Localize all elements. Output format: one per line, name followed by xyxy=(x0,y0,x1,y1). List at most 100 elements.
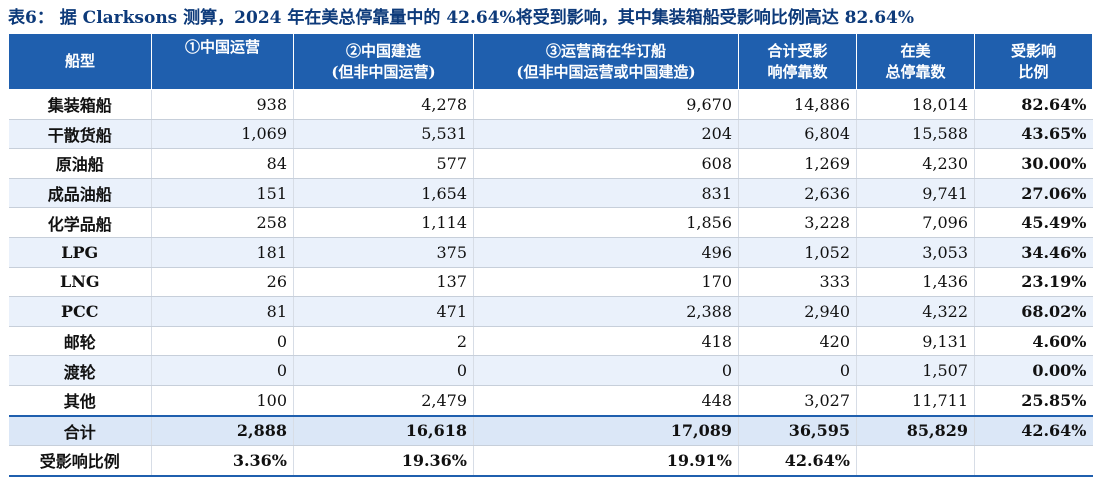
cell-affected-ratio: 34.46% xyxy=(974,237,1093,268)
cell-china-operated: 26 xyxy=(151,267,294,298)
cell-china-operated: 84 xyxy=(151,148,294,179)
header-total-affected: 合计受影 响停靠数 xyxy=(738,33,857,90)
cell-china-operated: 181 xyxy=(151,237,294,268)
cell-ordered-in-china: 1,856 xyxy=(473,207,739,238)
table-row: 化学品船 258 1,114 1,856 3,228 7,096 45.49% xyxy=(8,207,1093,238)
cell-total-affected: 6,804 xyxy=(738,119,857,150)
cell-ship-type: 集装箱船 xyxy=(8,89,152,120)
impact-table: 船型 ①中国运营 ②中国建造 (但非中国运营) ③运营商在华订船 (但非中国运营或中… xyxy=(8,33,1093,477)
cell-china-operated: 100 xyxy=(151,385,294,417)
cell-china-built: 2 xyxy=(293,326,474,357)
cell-china-built: 137 xyxy=(293,267,474,298)
cell-china-built: 577 xyxy=(293,148,474,179)
cell-china-built: 1,654 xyxy=(293,178,474,209)
cell-ordered-in-china: 831 xyxy=(473,178,739,209)
cell-total-affected: 14,886 xyxy=(738,89,857,120)
cell-total-label: 合计 xyxy=(8,414,152,447)
cell-ordered-in-china: 204 xyxy=(473,119,739,150)
cell-ship-type: 成品油船 xyxy=(8,178,152,209)
cell-ordered-in-china: 448 xyxy=(473,385,739,417)
cell-ordered-in-china: 19.91% xyxy=(473,445,739,477)
cell-us-total-calls: 11,711 xyxy=(856,385,975,417)
header-us-total-line1: 在美 xyxy=(900,41,931,60)
cell-ordered-in-china: 418 xyxy=(473,326,739,357)
cell-affected-ratio: 4.60% xyxy=(974,326,1093,357)
table-row: 邮轮 0 2 418 420 9,131 4.60% xyxy=(8,326,1093,357)
cell-affected-ratio: 42.64% xyxy=(974,414,1093,447)
cell-affected-ratio: 82.64% xyxy=(974,89,1093,120)
header-china-built: ②中国建造 (但非中国运营) xyxy=(293,33,474,90)
cell-china-operated: 258 xyxy=(151,207,294,238)
header-us-total-calls: 在美 总停靠数 xyxy=(856,33,975,90)
cell-us-total-calls xyxy=(856,445,975,477)
cell-affected-ratio: 23.19% xyxy=(974,267,1093,298)
cell-ship-type: PCC xyxy=(8,296,152,327)
cell-china-built: 19.36% xyxy=(293,445,474,477)
cell-china-operated: 938 xyxy=(151,89,294,120)
cell-china-operated: 2,888 xyxy=(151,414,294,447)
cell-china-operated: 3.36% xyxy=(151,445,294,477)
cell-total-affected: 420 xyxy=(738,326,857,357)
cell-us-total-calls: 18,014 xyxy=(856,89,975,120)
header-total-affected-line1: 合计受影 xyxy=(767,41,828,60)
cell-ship-type: LPG xyxy=(8,237,152,268)
cell-total-affected: 3,027 xyxy=(738,385,857,417)
cell-ship-type: 化学品船 xyxy=(8,207,152,238)
cell-us-total-calls: 85,829 xyxy=(856,414,975,447)
cell-total-affected: 3,228 xyxy=(738,207,857,238)
cell-affected-ratio: 30.00% xyxy=(974,148,1093,179)
cell-china-built: 2,479 xyxy=(293,385,474,417)
cell-affected-ratio: 68.02% xyxy=(974,296,1093,327)
cell-ship-type: 渡轮 xyxy=(8,355,152,386)
cell-affected-ratio: 45.49% xyxy=(974,207,1093,238)
ratio-row: 受影响比例 3.36% 19.36% 19.91% 42.64% xyxy=(8,445,1093,477)
cell-china-operated: 0 xyxy=(151,326,294,357)
cell-ordered-in-china: 9,670 xyxy=(473,89,739,120)
header-total-affected-line2: 响停靠数 xyxy=(767,62,828,81)
header-ship-type: 船型 xyxy=(8,33,152,90)
cell-china-operated: 1,069 xyxy=(151,119,294,150)
cell-us-total-calls: 9,131 xyxy=(856,326,975,357)
cell-total-affected: 42.64% xyxy=(738,445,857,477)
table-title: 表6： 据 Clarksons 测算，2024 年在美总停靠量中的 42.64%… xyxy=(8,8,915,28)
cell-us-total-calls: 4,322 xyxy=(856,296,975,327)
cell-ship-type: 邮轮 xyxy=(8,326,152,357)
table-row: 其他 100 2,479 448 3,027 11,711 25.85% xyxy=(8,385,1093,417)
cell-total-affected: 2,636 xyxy=(738,178,857,209)
cell-ordered-in-china: 170 xyxy=(473,267,739,298)
table-row: LPG 181 375 496 1,052 3,053 34.46% xyxy=(8,237,1093,268)
header-china-built-line1: ②中国建造 xyxy=(345,41,421,60)
cell-china-built: 1,114 xyxy=(293,207,474,238)
cell-us-total-calls: 9,741 xyxy=(856,178,975,209)
cell-total-affected: 1,052 xyxy=(738,237,857,268)
cell-china-built: 375 xyxy=(293,237,474,268)
header-china-built-line2: (但非中国运营) xyxy=(331,62,436,81)
header-affected-ratio: 受影响 比例 xyxy=(974,33,1093,90)
cell-total-affected: 36,595 xyxy=(738,414,857,447)
header-us-total-line2: 总停靠数 xyxy=(885,62,946,81)
cell-us-total-calls: 1,436 xyxy=(856,267,975,298)
cell-china-operated: 0 xyxy=(151,355,294,386)
cell-us-total-calls: 4,230 xyxy=(856,148,975,179)
cell-affected-ratio: 27.06% xyxy=(974,178,1093,209)
header-china-operated: ①中国运营 xyxy=(151,33,294,90)
cell-china-operated: 151 xyxy=(151,178,294,209)
header-ordered-in-china: ③运营商在华订船 (但非中国运营或中国建造) xyxy=(473,33,739,90)
header-china-operated-line1: ①中国运营 xyxy=(184,38,260,56)
header-ratio-line1: 受影响 xyxy=(1010,41,1056,60)
cell-china-built: 471 xyxy=(293,296,474,327)
cell-total-affected: 0 xyxy=(738,355,857,386)
table-row: LNG 26 137 170 333 1,436 23.19% xyxy=(8,267,1093,298)
cell-total-affected: 2,940 xyxy=(738,296,857,327)
header-ordered-line1: ③运营商在华订船 xyxy=(545,41,666,60)
cell-china-built: 16,618 xyxy=(293,414,474,447)
cell-affected-ratio xyxy=(974,445,1093,477)
cell-total-affected: 333 xyxy=(738,267,857,298)
cell-us-total-calls: 3,053 xyxy=(856,237,975,268)
cell-us-total-calls: 1,507 xyxy=(856,355,975,386)
cell-ordered-in-china: 17,089 xyxy=(473,414,739,447)
cell-ship-type: 干散货船 xyxy=(8,119,152,150)
cell-ordered-in-china: 2,388 xyxy=(473,296,739,327)
cell-china-built: 0 xyxy=(293,355,474,386)
table-row: 干散货船 1,069 5,531 204 6,804 15,588 43.65% xyxy=(8,119,1093,150)
